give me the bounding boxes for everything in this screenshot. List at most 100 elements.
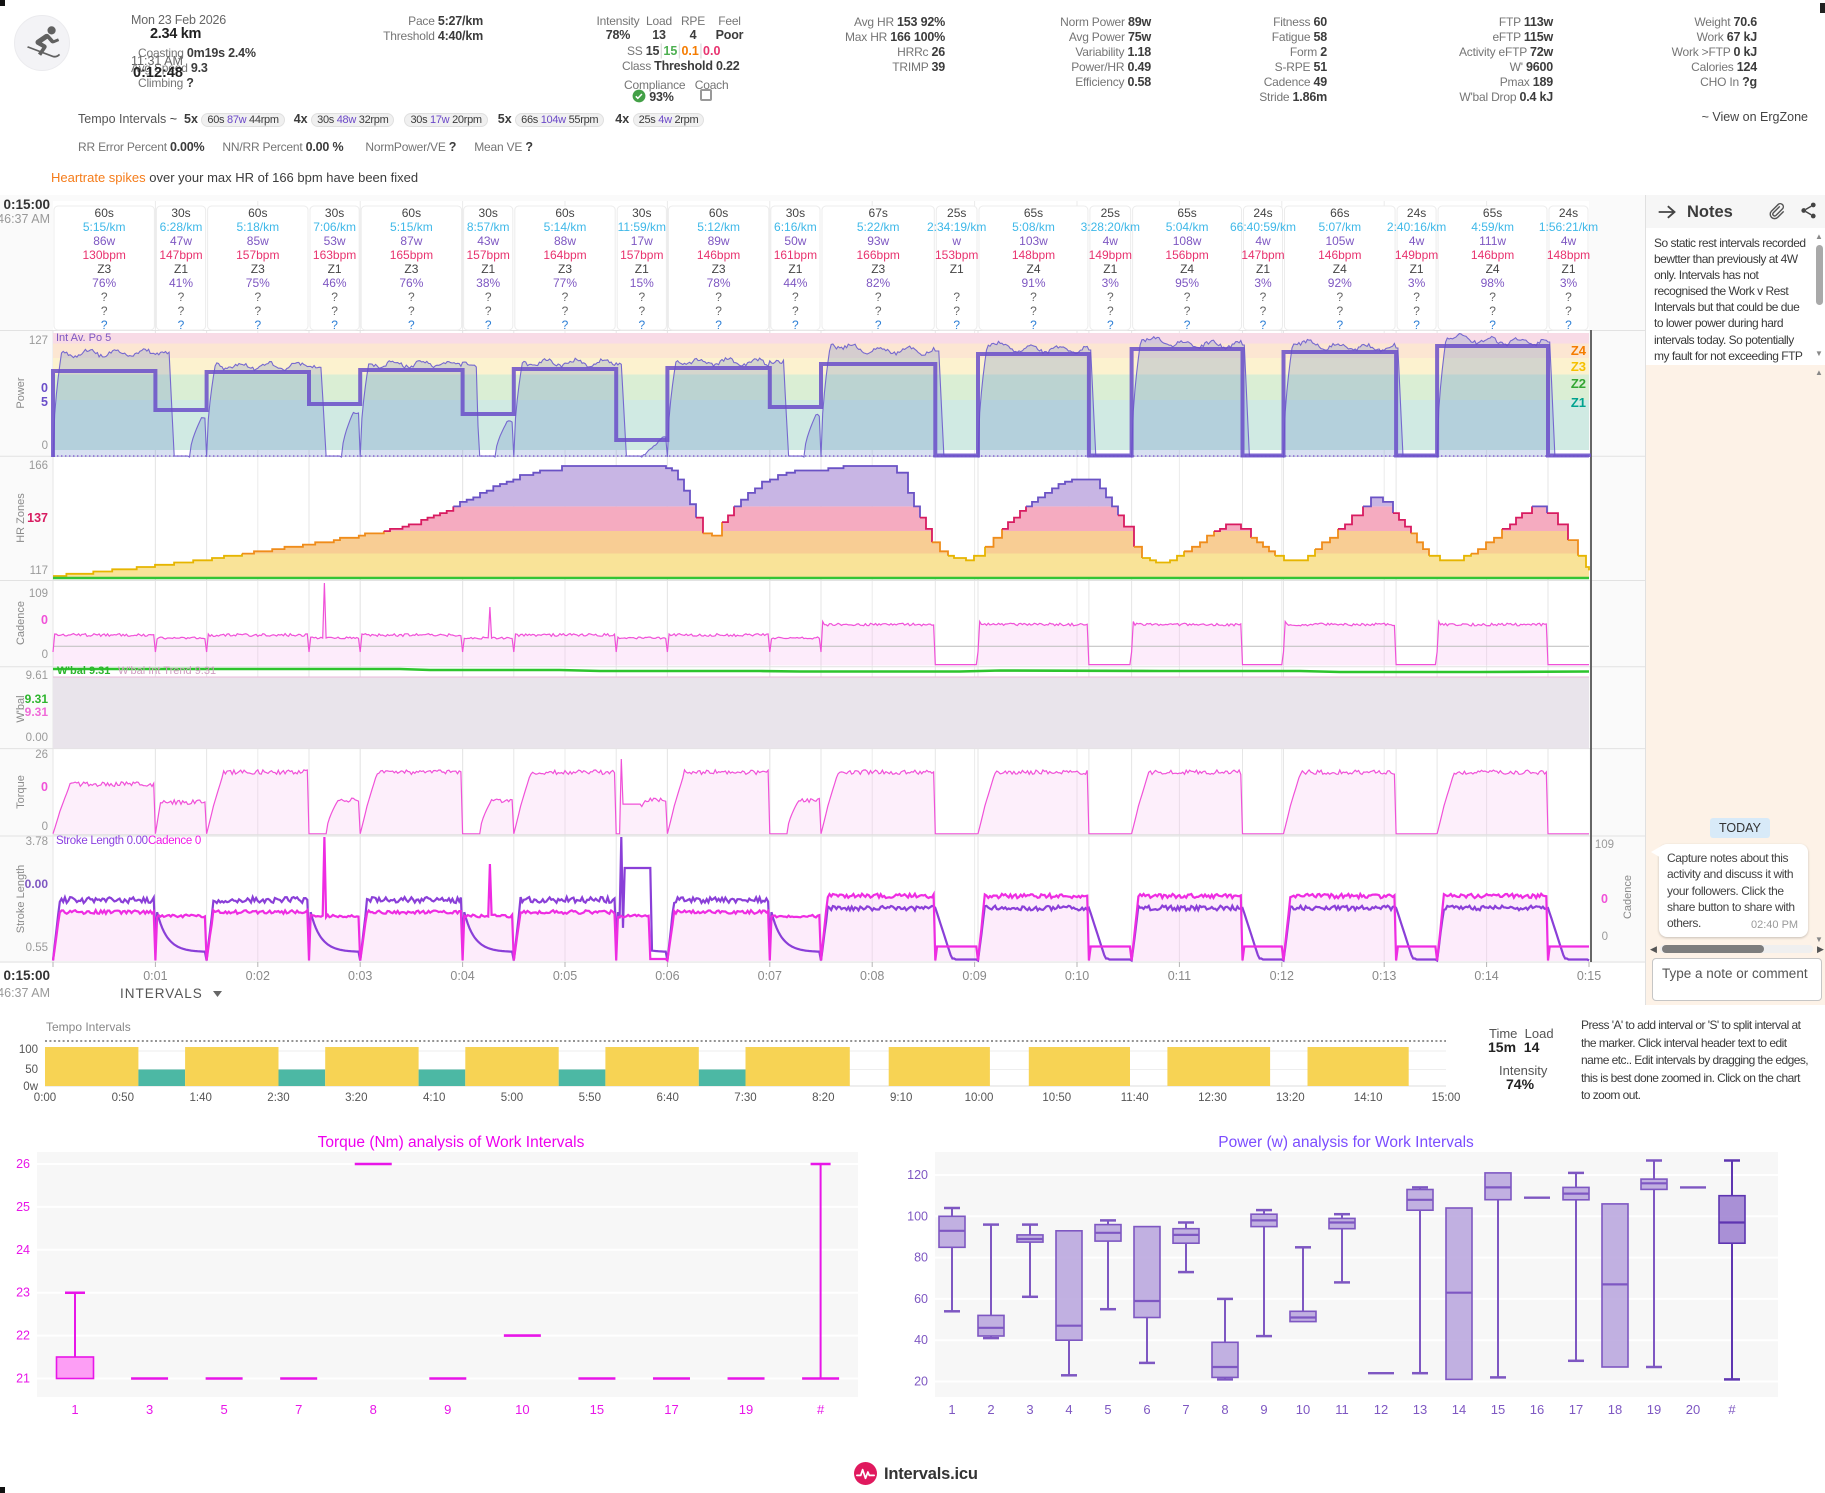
svg-text:?: ? [485, 304, 492, 318]
svg-text:30s: 30s [325, 206, 344, 220]
svg-text:?: ? [875, 304, 882, 318]
svg-text:Z1: Z1 [1103, 262, 1117, 276]
svg-text:24s: 24s [1253, 206, 1272, 220]
svg-text:148bpm: 148bpm [1012, 248, 1055, 262]
svg-text:?: ? [953, 304, 960, 318]
svg-text:87w: 87w [400, 234, 422, 248]
svg-text:10:50: 10:50 [1042, 1092, 1071, 1104]
svg-text:Z1: Z1 [635, 262, 649, 276]
svg-text:10: 10 [515, 1402, 529, 1417]
svg-text:?: ? [254, 290, 261, 304]
svg-text:2:30: 2:30 [267, 1092, 289, 1104]
svg-text:?: ? [953, 318, 960, 332]
svg-text:21: 21 [16, 1372, 30, 1386]
svg-text:11:59/km: 11:59/km [618, 220, 666, 234]
svg-text:86w: 86w [93, 234, 115, 248]
svg-text:?: ? [1107, 290, 1114, 304]
svg-text:149bpm: 149bpm [1089, 248, 1132, 262]
svg-text:0:15: 0:15 [1577, 969, 1601, 983]
svg-text:12:30: 12:30 [1198, 1092, 1227, 1104]
svg-text:24s: 24s [1407, 206, 1426, 220]
svg-text:10:00: 10:00 [965, 1092, 994, 1104]
svg-text:?: ? [638, 318, 645, 332]
svg-text:5:04/km: 5:04/km [1166, 220, 1209, 234]
svg-text:11: 11 [1335, 1402, 1349, 1417]
svg-text:Z1: Z1 [328, 262, 342, 276]
svg-text:88w: 88w [554, 234, 576, 248]
svg-text:4:10: 4:10 [423, 1092, 445, 1104]
svg-text:?: ? [485, 318, 492, 332]
svg-text:0: 0 [42, 821, 48, 833]
svg-text:7: 7 [1182, 1402, 1189, 1417]
svg-text:5:12/km: 5:12/km [697, 220, 740, 234]
svg-text:5: 5 [41, 395, 48, 409]
svg-text:4w: 4w [1409, 234, 1425, 248]
svg-text:0:02: 0:02 [246, 969, 270, 983]
svg-text:6: 6 [1143, 1402, 1150, 1417]
svg-text:76%: 76% [399, 276, 423, 290]
svg-text:Z3: Z3 [251, 262, 265, 276]
svg-text:60s: 60s [248, 206, 267, 220]
svg-text:?: ? [1184, 304, 1191, 318]
svg-text:?: ? [331, 304, 338, 318]
svg-text:0.00: 0.00 [25, 877, 49, 891]
svg-text:20: 20 [914, 1375, 928, 1389]
svg-text:3%: 3% [1254, 276, 1272, 290]
svg-text:164bpm: 164bpm [543, 248, 586, 262]
svg-text:6:40: 6:40 [657, 1092, 679, 1104]
svg-text:Z4: Z4 [1571, 343, 1587, 358]
svg-text:117: 117 [30, 565, 48, 577]
svg-text:146bpm: 146bpm [1471, 248, 1514, 262]
svg-text:?: ? [715, 290, 722, 304]
svg-text:?: ? [638, 304, 645, 318]
svg-text:9.31: 9.31 [25, 705, 49, 719]
svg-text:Int Av. Po 5: Int Av. Po 5 [56, 332, 111, 344]
svg-text:4w: 4w [1561, 234, 1577, 248]
svg-text:Z1: Z1 [788, 262, 802, 276]
svg-text:?: ? [254, 304, 261, 318]
svg-text:?: ? [715, 318, 722, 332]
svg-text:?: ? [101, 318, 108, 332]
svg-text:65s: 65s [1177, 206, 1196, 220]
svg-text:Cadence: Cadence [15, 601, 27, 645]
svg-text:?: ? [792, 318, 799, 332]
svg-text:5:08/km: 5:08/km [1012, 220, 1055, 234]
svg-text:HR Zones: HR Zones [15, 493, 27, 543]
svg-text:Power (w) analysis for Work In: Power (w) analysis for Work Intervals [1218, 1134, 1474, 1151]
svg-text:0:50: 0:50 [112, 1092, 134, 1104]
svg-text:?: ? [101, 304, 108, 318]
svg-text:166bpm: 166bpm [857, 248, 900, 262]
svg-text:?: ? [331, 318, 338, 332]
svg-text:Tempo Intervals: Tempo Intervals [46, 1020, 131, 1034]
svg-text:INTERVALS: INTERVALS [120, 986, 203, 1001]
svg-text:0: 0 [42, 440, 48, 452]
svg-text:W'bal Int Trend 9.31: W'bal Int Trend 9.31 [118, 665, 216, 677]
svg-text:7: 7 [295, 1402, 302, 1417]
svg-text:5:15/km: 5:15/km [390, 220, 433, 234]
svg-text:Stroke Length 0.00: Stroke Length 0.00 [56, 835, 148, 847]
svg-text:75%: 75% [246, 276, 270, 290]
svg-text:Z1: Z1 [1410, 262, 1424, 276]
svg-text:9: 9 [444, 1402, 451, 1417]
svg-text:?: ? [1489, 318, 1496, 332]
svg-text:41%: 41% [169, 276, 193, 290]
svg-text:0:09: 0:09 [962, 969, 986, 983]
svg-text:Z1: Z1 [174, 262, 188, 276]
svg-text:67s: 67s [869, 206, 888, 220]
svg-text:3%: 3% [1408, 276, 1426, 290]
svg-text:W'bal: W'bal [15, 695, 27, 722]
svg-text:153bpm: 153bpm [935, 248, 978, 262]
svg-text:Power: Power [15, 377, 27, 409]
svg-text:7:30: 7:30 [734, 1092, 756, 1104]
svg-text:127: 127 [29, 335, 48, 347]
svg-text:?: ? [331, 290, 338, 304]
svg-text:Z3: Z3 [1571, 359, 1586, 374]
svg-text:20: 20 [1686, 1402, 1700, 1417]
svg-text:?: ? [1336, 304, 1343, 318]
svg-text:Z1: Z1 [1571, 395, 1586, 410]
svg-text:w: w [951, 234, 961, 248]
svg-text:50w: 50w [784, 234, 806, 248]
svg-text:146bpm: 146bpm [1318, 248, 1361, 262]
svg-text:26: 26 [16, 1157, 30, 1171]
svg-text:Z1: Z1 [481, 262, 495, 276]
